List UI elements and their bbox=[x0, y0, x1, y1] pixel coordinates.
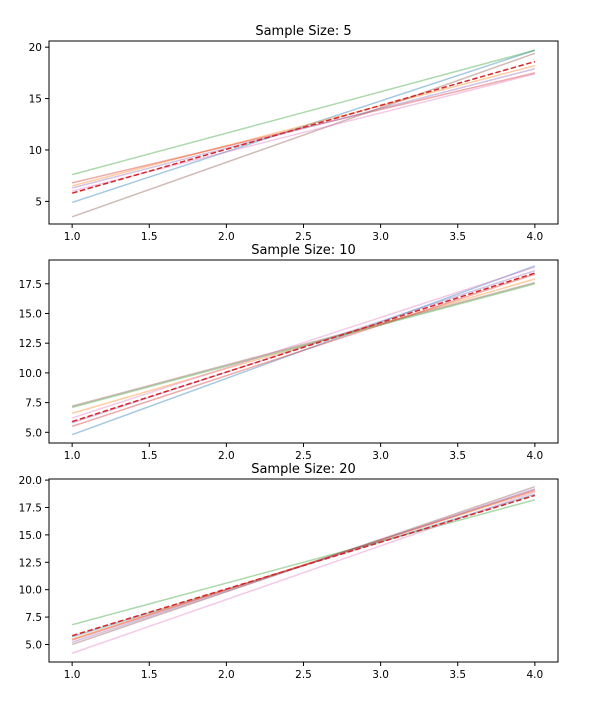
series-line-1 bbox=[71, 49, 536, 204]
y-tick-label: 12.5 bbox=[19, 338, 42, 350]
y-tick-label: 12.5 bbox=[19, 557, 42, 569]
x-tick-label: 2.5 bbox=[295, 450, 312, 462]
y-tick-label: 10 bbox=[29, 145, 42, 157]
x-tick-label: 1.5 bbox=[141, 669, 158, 681]
chart-title: Sample Size: 5 bbox=[255, 24, 351, 39]
series-line-7 bbox=[71, 266, 536, 419]
y-tick-label: 5.0 bbox=[25, 639, 42, 651]
x-tick-label: 3.0 bbox=[372, 450, 389, 462]
x-tick-label: 2.5 bbox=[295, 669, 312, 681]
series-line-4 bbox=[71, 273, 536, 428]
y-tick-label: 7.5 bbox=[25, 612, 42, 624]
y-tick-label: 5.0 bbox=[25, 427, 42, 439]
x-tick-label: 1.0 bbox=[64, 669, 81, 681]
chart-title: Sample Size: 20 bbox=[251, 462, 356, 477]
series-mean-line bbox=[71, 272, 536, 423]
x-tick-label: 4.0 bbox=[527, 450, 544, 462]
y-tick-label: 20 bbox=[29, 42, 42, 54]
x-tick-label: 4.0 bbox=[527, 231, 544, 243]
y-tick-label: 5 bbox=[35, 196, 42, 208]
y-tick-label: 7.5 bbox=[25, 398, 42, 410]
series-line-2 bbox=[71, 278, 536, 415]
x-tick-label: 3.0 bbox=[372, 231, 389, 243]
x-tick-label: 3.5 bbox=[449, 231, 466, 243]
y-tick-label: 15.0 bbox=[19, 530, 42, 542]
x-tick-label: 3.5 bbox=[449, 450, 466, 462]
x-tick-label: 1.5 bbox=[141, 231, 158, 243]
chart-panel-1: 1.0 1.5 2.0 2.5 3.0 3.5 4.0 5 10 15 20 Sample Size:… bbox=[29, 24, 559, 243]
y-tick-label: 10.0 bbox=[19, 585, 42, 597]
y-tick-label: 10.0 bbox=[19, 368, 42, 380]
x-tick-label: 4.0 bbox=[527, 669, 544, 681]
series-line-3 bbox=[71, 283, 536, 409]
y-tick-label: 20.0 bbox=[19, 475, 42, 487]
y-tick-label: 17.5 bbox=[19, 502, 42, 514]
chart-title: Sample Size: 10 bbox=[251, 243, 356, 258]
series-line-6 bbox=[71, 281, 536, 407]
x-tick-label: 3.0 bbox=[372, 669, 389, 681]
series-line-3 bbox=[71, 499, 536, 626]
x-tick-label: 2.0 bbox=[218, 669, 235, 681]
x-tick-label: 1.0 bbox=[64, 450, 81, 462]
series-mean-line bbox=[71, 60, 536, 194]
x-tick-label: 1.0 bbox=[64, 231, 81, 243]
y-tick-label: 15.0 bbox=[19, 308, 42, 320]
x-tick-label: 3.5 bbox=[449, 669, 466, 681]
series-line-5 bbox=[71, 68, 536, 189]
x-tick-label: 2.5 bbox=[295, 231, 312, 243]
x-tick-label: 1.5 bbox=[141, 450, 158, 462]
series-line-3 bbox=[71, 49, 536, 176]
x-tick-label: 2.0 bbox=[218, 231, 235, 243]
series-line-2 bbox=[71, 64, 536, 187]
y-tick-label: 17.5 bbox=[19, 279, 42, 291]
y-tick-label: 15 bbox=[29, 94, 42, 106]
x-tick-label: 2.0 bbox=[218, 450, 235, 462]
chart-panel-2: 1.0 1.5 2.0 2.5 3.0 3.5 4.0 5.0 7.5 10.0 12.5 15.0 1… bbox=[19, 243, 559, 462]
series-line-1 bbox=[71, 265, 536, 436]
chart-panel-3: 1.0 1.5 2.0 2.5 3.0 3.5 4.0 5.0 7.5 10.0 12.5 15.0 1… bbox=[19, 462, 559, 681]
series-line-6 bbox=[71, 52, 536, 218]
series-mean-line bbox=[71, 494, 536, 637]
